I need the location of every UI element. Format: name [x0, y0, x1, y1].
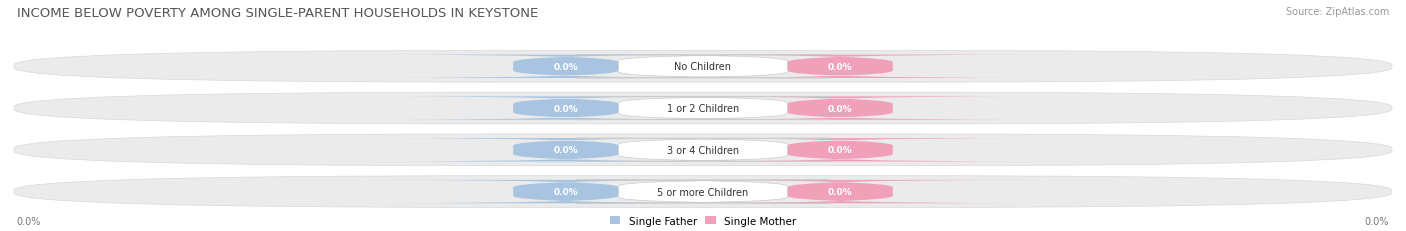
FancyBboxPatch shape: [640, 55, 1040, 79]
FancyBboxPatch shape: [576, 180, 830, 203]
Text: No Children: No Children: [675, 62, 731, 72]
Legend: Single Father, Single Mother: Single Father, Single Mother: [610, 216, 796, 226]
FancyBboxPatch shape: [14, 134, 1392, 166]
FancyBboxPatch shape: [576, 139, 830, 162]
Text: 0.0%: 0.0%: [828, 63, 852, 71]
FancyBboxPatch shape: [14, 51, 1392, 83]
FancyBboxPatch shape: [640, 97, 1040, 120]
Text: 0.0%: 0.0%: [828, 187, 852, 196]
Text: 0.0%: 0.0%: [554, 63, 578, 71]
Text: 5 or more Children: 5 or more Children: [658, 187, 748, 197]
FancyBboxPatch shape: [366, 97, 766, 120]
Text: 3 or 4 Children: 3 or 4 Children: [666, 145, 740, 155]
FancyBboxPatch shape: [576, 97, 830, 120]
FancyBboxPatch shape: [366, 139, 766, 162]
Text: 0.0%: 0.0%: [828, 146, 852, 155]
Text: 0.0%: 0.0%: [828, 104, 852, 113]
Text: 0.0%: 0.0%: [554, 146, 578, 155]
FancyBboxPatch shape: [640, 139, 1040, 162]
Text: Source: ZipAtlas.com: Source: ZipAtlas.com: [1285, 7, 1389, 17]
Text: INCOME BELOW POVERTY AMONG SINGLE-PARENT HOUSEHOLDS IN KEYSTONE: INCOME BELOW POVERTY AMONG SINGLE-PARENT…: [17, 7, 538, 20]
FancyBboxPatch shape: [640, 180, 1040, 203]
FancyBboxPatch shape: [576, 55, 830, 79]
FancyBboxPatch shape: [14, 93, 1392, 124]
Text: 0.0%: 0.0%: [17, 216, 41, 226]
FancyBboxPatch shape: [366, 55, 766, 79]
Text: 1 or 2 Children: 1 or 2 Children: [666, 103, 740, 114]
FancyBboxPatch shape: [14, 176, 1392, 207]
Text: 0.0%: 0.0%: [554, 104, 578, 113]
FancyBboxPatch shape: [366, 180, 766, 203]
Text: 0.0%: 0.0%: [554, 187, 578, 196]
Text: 0.0%: 0.0%: [1365, 216, 1389, 226]
